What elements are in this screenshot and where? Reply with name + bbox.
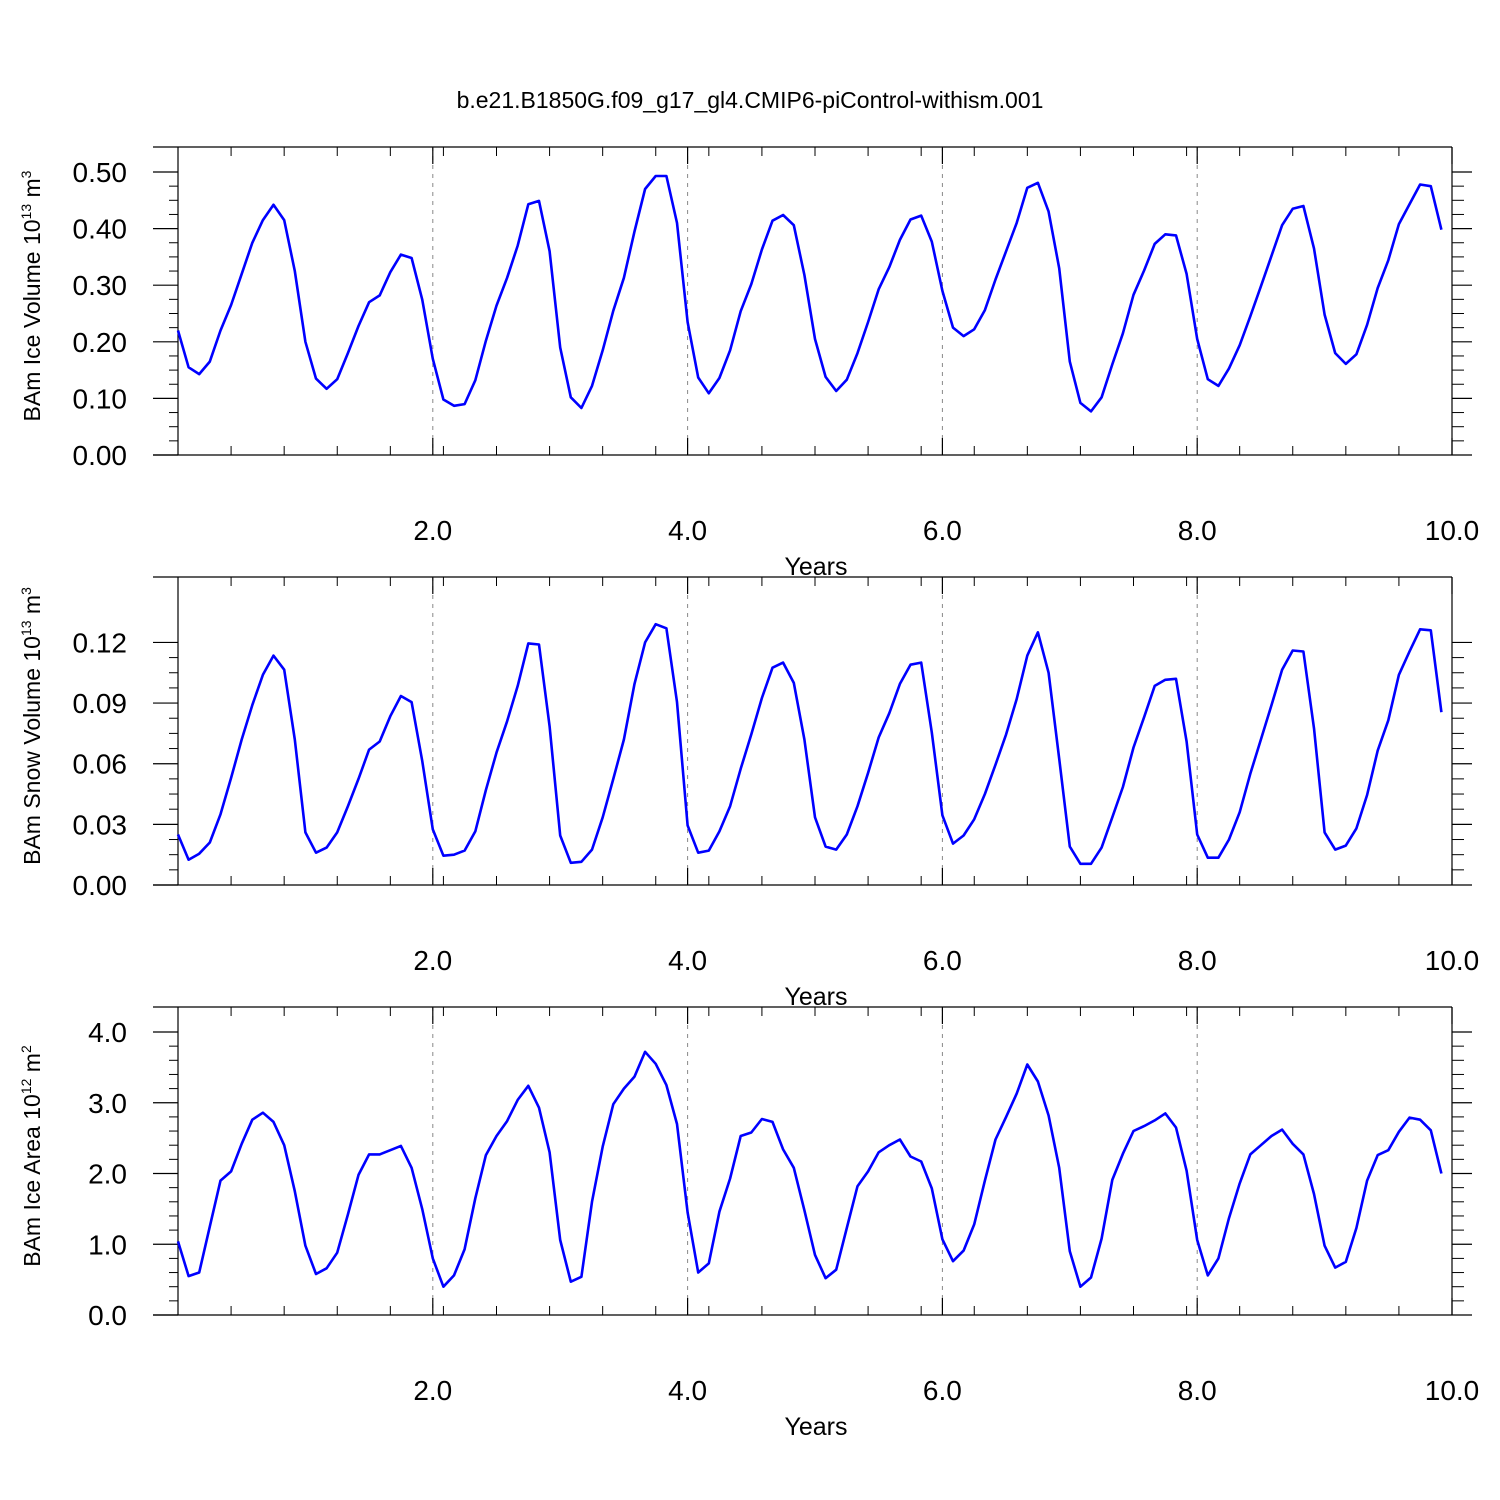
y-axis-label-prefix: BAm Ice Volume 10 [19, 219, 45, 421]
x-axis-label: Years [784, 1413, 847, 1441]
y-axis-label-exponent: 12 [18, 1078, 34, 1094]
x-tick-label: 4.0 [668, 1375, 707, 1406]
x-tick-label: 6.0 [923, 515, 962, 546]
x-axis-label: Years [784, 553, 847, 581]
x-tick-label: 8.0 [1178, 1375, 1217, 1406]
y-axis-label-exponent: 13 [18, 620, 34, 636]
y-tick-label: 0.40 [73, 214, 128, 245]
x-tick-label: 6.0 [923, 945, 962, 976]
x-tick-label: 6.0 [923, 1375, 962, 1406]
x-tick-label: 8.0 [1178, 945, 1217, 976]
x-tick-label: 2.0 [413, 945, 452, 976]
y-axis-label: BAm Snow Volume 1013 m3 [18, 587, 45, 865]
y-tick-label: 0.20 [73, 327, 128, 358]
figure-title: b.e21.B1850G.f09_g17_gl4.CMIP6-piControl… [457, 87, 1044, 113]
y-tick-label: 0.00 [73, 440, 128, 471]
chart-panel-1: 2.0 4.0 6.0 8.0 10.0 0.00 0.10 0.20 0.30 0.40 0.50… [18, 146, 1480, 581]
y-axis-label-unit: m [19, 178, 45, 204]
y-tick-label: 0.30 [73, 270, 128, 301]
y-axis-label-unit-exponent: 2 [18, 1045, 34, 1053]
y-tick-label: 1.0 [88, 1229, 127, 1260]
y-tick-label: 2.0 [88, 1159, 127, 1190]
x-tick-label: 2.0 [413, 515, 452, 546]
y-axis-label: BAm Ice Volume 1013 m3 [18, 170, 45, 421]
y-axis-label-unit-exponent: 3 [18, 170, 34, 178]
y-axis-label: BAm Ice Area 1012 m2 [18, 1045, 45, 1267]
x-tick-label: 8.0 [1178, 515, 1217, 546]
x-tick-label: 10.0 [1425, 945, 1480, 976]
y-tick-label: 0.03 [73, 809, 128, 840]
x-axis-label: Years [784, 983, 847, 1011]
y-axis-label-unit: m [19, 595, 45, 621]
y-tick-label: 0.00 [73, 870, 128, 901]
y-axis-label-prefix: BAm Snow Volume 10 [19, 636, 45, 865]
y-tick-label: 0.0 [88, 1300, 127, 1331]
x-tick-label: 10.0 [1425, 1375, 1480, 1406]
y-tick-label: 0.09 [73, 688, 128, 719]
y-tick-label: 4.0 [88, 1017, 127, 1048]
y-tick-label: 0.12 [73, 627, 128, 658]
series-line-1 [176, 622, 1443, 866]
y-tick-label: 3.0 [88, 1088, 127, 1119]
y-tick-label: 0.10 [73, 383, 128, 414]
x-tick-label: 10.0 [1425, 515, 1480, 546]
series-line-1 [176, 174, 1443, 413]
y-axis-label-prefix: BAm Ice Area 10 [19, 1094, 45, 1267]
y-tick-label: 0.06 [73, 749, 128, 780]
y-tick-label: 0.50 [73, 157, 128, 188]
x-tick-label: 2.0 [413, 1375, 452, 1406]
y-axis-label-exponent: 13 [18, 204, 34, 220]
y-axis-label-unit: m [19, 1053, 45, 1079]
x-tick-label: 4.0 [668, 945, 707, 976]
series-line-1 [176, 1050, 1443, 1288]
chart-panel-2: 2.0 4.0 6.0 8.0 10.0 0.00 0.03 0.06 0.09 0.12 Year… [18, 576, 1480, 1011]
chart-panel-3: 2.0 4.0 6.0 8.0 10.0 0.0 1.0 2.0 3.0 4.0 Years BAm … [18, 1006, 1480, 1441]
y-axis-label-unit-exponent: 3 [18, 587, 34, 595]
x-tick-label: 4.0 [668, 515, 707, 546]
